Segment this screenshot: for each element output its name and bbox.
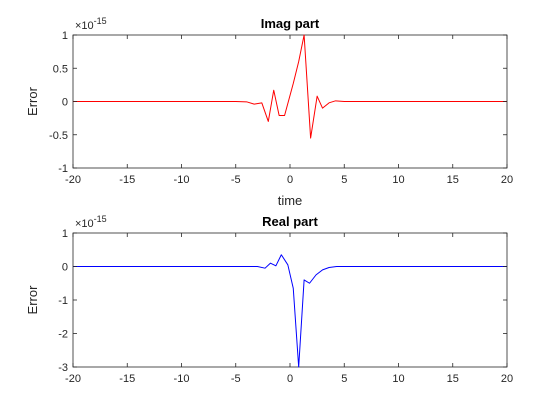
y-tick-label: -1 [58, 295, 68, 307]
x-axis-label: time [278, 193, 303, 208]
series-line-1 [73, 254, 507, 368]
chart-title: Imag part [261, 16, 320, 31]
x-tick-label: 10 [392, 373, 404, 385]
x-tick-label: -10 [174, 174, 190, 186]
plot-panel-1: -20 -15 -10 -5 0 5 10 15 20 -1 -0.5 0 0.5 1 ×10-15 Imag… [25, 16, 513, 208]
x-tick-label: -10 [174, 373, 190, 385]
y-tick-label: 0 [62, 262, 68, 274]
y-tick-label: 1 [62, 30, 68, 42]
x-tick-label: 20 [501, 174, 513, 186]
x-tick-label: -20 [65, 373, 81, 385]
chart-title: Real part [262, 214, 318, 229]
x-tick-label: 0 [287, 174, 293, 186]
x-tick-label: -5 [231, 373, 241, 385]
y-tick-label: 0.5 [53, 63, 68, 75]
x-tick-label: 0 [287, 373, 293, 385]
scale-exponent-label: ×10-15 [75, 214, 107, 230]
series-line-1 [73, 34, 507, 139]
y-axis-label: Error [25, 86, 40, 116]
y-tick-label: -3 [58, 362, 68, 374]
y-tick-label: -1 [58, 163, 68, 175]
x-tick-label: -15 [119, 174, 135, 186]
y-tick-label: -0.5 [49, 130, 68, 142]
x-tick-label: -20 [65, 174, 81, 186]
scale-exponent-label: ×10-15 [75, 16, 107, 32]
x-tick-label: 15 [447, 373, 459, 385]
x-tick-label: -15 [119, 373, 135, 385]
x-tick-label: -5 [231, 174, 241, 186]
y-tick-label: 0 [62, 97, 68, 109]
y-axis-label: Error [25, 285, 40, 315]
x-tick-label: 5 [341, 174, 347, 186]
y-tick-label: -2 [58, 329, 68, 341]
x-tick-label: 5 [341, 373, 347, 385]
x-tick-label: 10 [392, 174, 404, 186]
plot-panel-2: -20 -15 -10 -5 0 5 10 15 20-3-2-101×10-15 Real pa… [25, 214, 513, 385]
x-tick-label: 20 [501, 373, 513, 385]
x-tick-label: 15 [447, 174, 459, 186]
axes-box [72, 232, 508, 368]
y-tick-label: 1 [62, 228, 68, 240]
